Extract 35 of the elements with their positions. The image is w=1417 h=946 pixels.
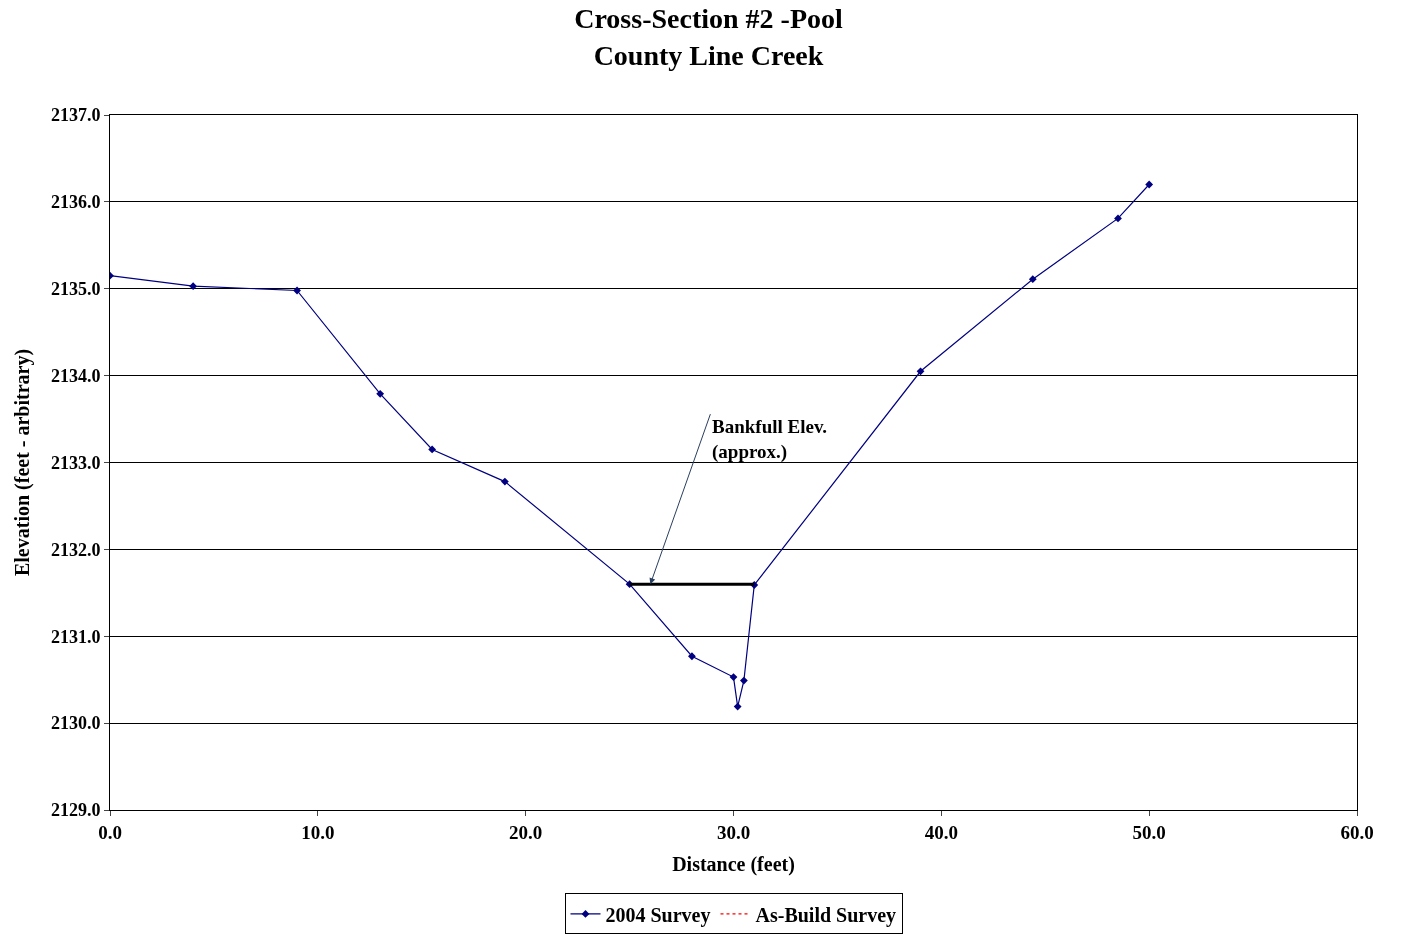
point [1028,275,1037,284]
point [293,286,301,295]
y-tick-label: 2135.0 [50,279,101,300]
y-tick-label: 2137.0 [50,105,101,126]
point [688,652,696,661]
annotation: Bankfull Elev. (approx.) [712,416,828,463]
x-tick-label: 30.0 [716,821,751,843]
y-tick-label: 2129.0 [50,800,101,821]
x-axis-title: Distance (feet) [672,853,795,877]
y-tick-label: 2134.0 [50,365,101,386]
legend-label: As-Build Survey [755,903,897,927]
y-tick-label: 2132.0 [50,539,101,560]
x-tick-label: 50.0 [1132,821,1166,843]
point [916,367,925,376]
x-tick-label: 10.0 [301,821,335,843]
point [189,282,198,291]
y-axis-title: Elevation (feet - arbitrary) [11,348,35,577]
point [1145,180,1154,189]
point [739,676,748,685]
legend-label: 2004 Survey [605,903,711,927]
point [376,389,385,398]
chart-title: Cross-Section #2 -Pool County Line Creek [574,3,843,71]
x-tick-label: 20.0 [509,821,543,843]
y-tick-label: 2133.0 [50,452,101,473]
point [733,702,742,711]
y-tick-label: 2136.0 [50,192,101,213]
y-tick-label: 2131.0 [50,626,101,647]
point [1114,214,1122,223]
x-tick-label: 40.0 [924,821,958,843]
point [500,477,509,486]
x-tick-label: 0.0 [98,821,122,843]
x-tick-label: 60.0 [1340,821,1374,843]
point [428,445,437,454]
point [729,673,738,681]
y-tick-label: 2130.0 [50,713,101,734]
